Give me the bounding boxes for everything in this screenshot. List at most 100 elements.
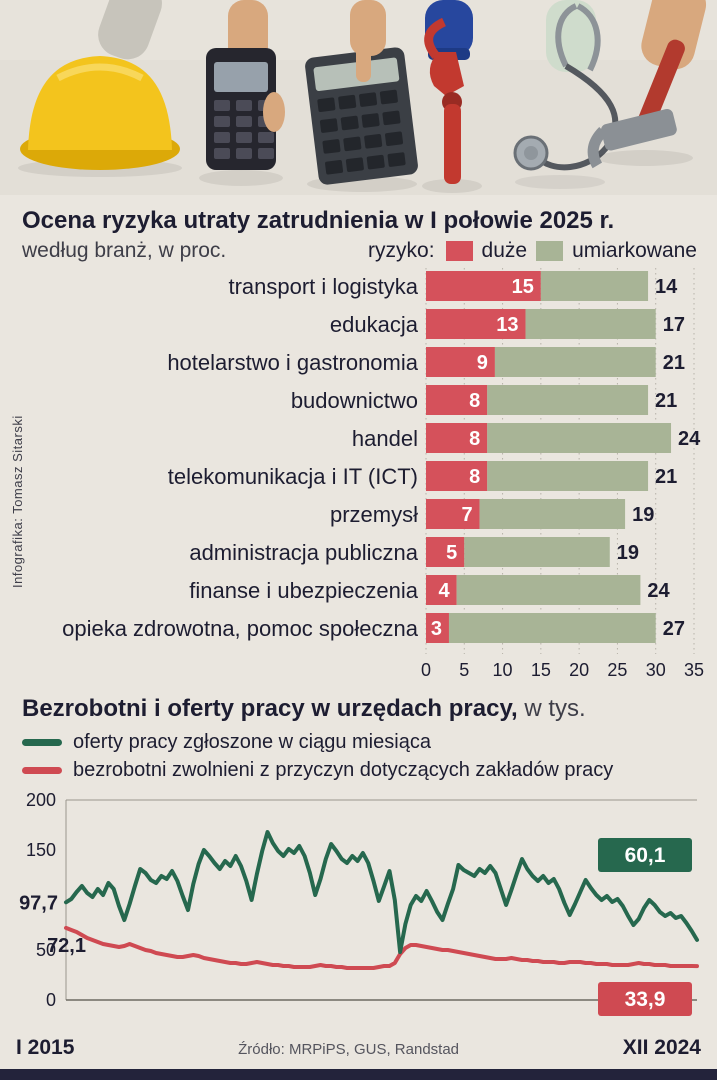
x-axis-start-label: I 2015 — [16, 1036, 75, 1059]
bar-segment-duze — [426, 613, 449, 643]
x-tick-label: 5 — [459, 660, 469, 680]
x-tick-label: 30 — [646, 660, 666, 680]
hammer-photo — [587, 0, 707, 169]
hard-hat-photo — [18, 0, 182, 177]
start-value-oferty: 97,7 — [19, 892, 58, 914]
y-tick-label: 150 — [26, 840, 56, 860]
bar-segment-duze — [426, 423, 488, 453]
bar-value-duze: 8 — [469, 390, 480, 412]
footer-bar — [0, 1069, 717, 1080]
offers-line-swatch — [22, 739, 62, 746]
bar-segment-umiarkowane — [448, 613, 656, 643]
bar-category-label: transport i logistyka — [228, 274, 418, 299]
bar-segment-duze — [426, 575, 457, 605]
legend-label-duze: duże — [481, 239, 528, 262]
bar-segment-duze — [426, 461, 488, 491]
bar-segment-umiarkowane — [487, 385, 649, 415]
bar-category-label: administracja publiczna — [189, 540, 418, 565]
bar-value-duze: 3 — [431, 618, 442, 640]
start-value-bezrobotni: 72,1 — [47, 935, 86, 957]
y-tick-label: 0 — [46, 990, 56, 1010]
bar-value-umiarkowane: 27 — [663, 618, 685, 640]
end-value-bezrobotni: 33,9 — [625, 988, 666, 1011]
end-value-badge-bezrobotni — [598, 982, 692, 1016]
dismissed-line-swatch — [22, 767, 62, 774]
bar-category-label: edukacja — [330, 312, 419, 337]
legend-swatch-duze — [445, 241, 473, 261]
bar-category-label: hotelarstwo i gastronomia — [167, 350, 418, 375]
bar-value-umiarkowane: 19 — [632, 504, 654, 526]
bar-value-umiarkowane: 14 — [655, 276, 678, 298]
risk-subtitle-row: według branż, w proc. ryzyko: duże umiar… — [22, 239, 697, 263]
risk-subtitle: według branż, w proc. — [22, 239, 227, 262]
jobs-title: Bezrobotni i oferty pracy w urzędach pra… — [22, 695, 697, 723]
bar-segment-umiarkowane — [479, 499, 626, 529]
x-tick-label: 20 — [569, 660, 589, 680]
legend-label-dismissed: bezrobotni zwolnieni z przyczyn dotycząc… — [73, 759, 614, 781]
jobs-chart-section: Bezrobotni i oferty pracy w urzędach pra… — [0, 685, 717, 1060]
y-tick-label: 200 — [26, 790, 56, 810]
stethoscope-photo — [513, 0, 619, 189]
bar-category-label: telekomunikacja i IT (ICT) — [168, 464, 418, 489]
bar-category-label: opieka zdrowotna, pomoc społeczna — [62, 616, 419, 641]
bar-category-label: przemysł — [330, 502, 418, 527]
legend-label-umiarkowane: umiarkowane — [572, 239, 697, 262]
x-tick-label: 25 — [607, 660, 627, 680]
bar-value-umiarkowane: 21 — [655, 390, 677, 412]
bar-value-duze: 8 — [469, 428, 480, 450]
x-tick-label: 10 — [493, 660, 513, 680]
bar-segment-umiarkowane — [456, 575, 641, 605]
bar-segment-duze — [426, 309, 526, 339]
end-value-oferty: 60,1 — [625, 844, 666, 867]
bar-value-duze: 15 — [512, 276, 534, 298]
bar-segment-umiarkowane — [494, 347, 656, 377]
bar-value-duze: 7 — [461, 504, 472, 526]
payment-terminal-photo — [199, 0, 285, 186]
bar-value-duze: 4 — [439, 580, 451, 602]
bar-category-label: handel — [352, 426, 418, 451]
bar-category-label: budownictwo — [291, 388, 418, 413]
jobs-line-chart: 0 50 150 200 97,7 72,1 60,1 33,9 — [19, 790, 699, 1016]
x-tick-label: 0 — [421, 660, 431, 680]
credit: Infografika: Tomasz Sitarski — [10, 415, 25, 588]
bar-segment-umiarkowane — [464, 537, 610, 567]
risk-title: Ocena ryzyka utraty zatrudnienia w I poł… — [22, 207, 615, 234]
risk-legend-label: ryzyko: — [368, 239, 435, 262]
bar-segment-umiarkowane — [540, 271, 649, 301]
bar-segment-umiarkowane — [487, 461, 649, 491]
bar-value-umiarkowane: 21 — [655, 466, 677, 488]
jobs-title-bold: Bezrobotni i oferty pracy w urzędach pra… — [22, 695, 518, 722]
bar-value-umiarkowane: 24 — [647, 580, 670, 602]
line-series-bezrobotni — [64, 925, 699, 970]
tools-photo-strip — [0, 0, 717, 195]
bar-segment-duze — [426, 537, 465, 567]
calculator-photo — [305, 0, 418, 192]
bar-value-duze: 8 — [469, 466, 480, 488]
jobs-title-light: w tys. — [517, 695, 586, 722]
risk-chart-section: Ocena ryzyka utraty zatrudnienia w I poł… — [0, 195, 717, 685]
pipe-wrench-photo — [422, 0, 482, 193]
bar-segment-umiarkowane — [487, 423, 672, 453]
x-tick-label: 15 — [531, 660, 551, 680]
bar-value-duze: 9 — [477, 352, 488, 374]
jobs-legend: oferty pracy zgłoszone w ciągu miesiąca … — [22, 731, 697, 782]
bar-segment-duze — [426, 499, 480, 529]
bar-category-label: finanse i ubezpieczenia — [189, 578, 418, 603]
bar-segment-umiarkowane — [525, 309, 656, 339]
legend-item-dismissed: bezrobotni zwolnieni z przyczyn dotycząc… — [22, 759, 697, 782]
legend-item-offers: oferty pracy zgłoszone w ciągu miesiąca — [22, 731, 697, 754]
bar-value-duze: 5 — [446, 542, 457, 564]
x-tick-label: 35 — [684, 660, 704, 680]
y-tick-label: 50 — [36, 940, 56, 960]
bar-value-umiarkowane: 19 — [617, 542, 639, 564]
x-axis-end-label: XII 2024 — [622, 1036, 701, 1059]
bar-segment-duze — [426, 347, 495, 377]
bar-segment-duze — [426, 271, 541, 301]
line-series-oferty — [64, 830, 699, 954]
bar-value-duze: 13 — [496, 314, 518, 336]
jobs-x-axis-row: I 2015 Źródło: MRPiPS, GUS, Randstad XII… — [0, 1036, 717, 1060]
end-value-badge-oferty — [598, 838, 692, 872]
legend-swatch-umiarkowane — [536, 241, 564, 261]
